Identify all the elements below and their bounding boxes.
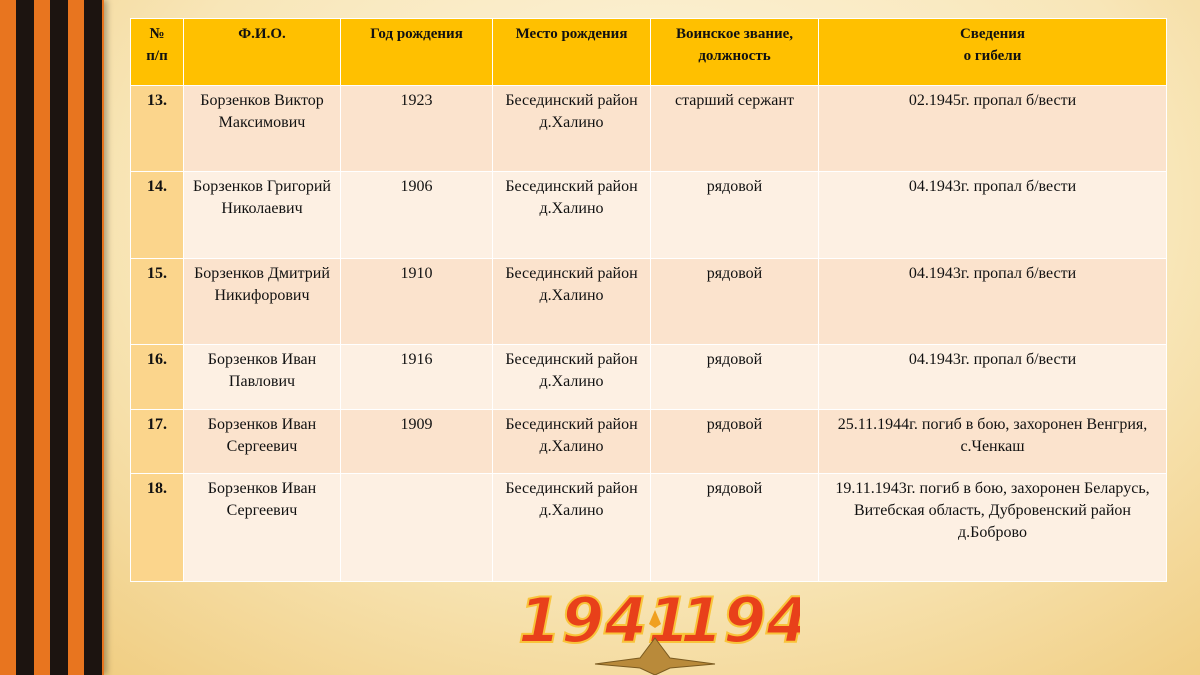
table-cell: 02.1945г. пропал б/вести: [818, 85, 1167, 172]
table-cell: Борзенков Григорий Николаевич: [183, 171, 341, 259]
table-cell: 1923: [340, 85, 493, 172]
table-row: 18. Борзенков Иван Сергеевич Бесединский р…: [130, 473, 1167, 582]
header-cell: Воинское звание, должность: [650, 18, 819, 86]
table-cell: 1906: [340, 171, 493, 259]
table-cell: 25.11.1944г. погиб в бою, захоронен Венг…: [818, 409, 1167, 474]
table-cell: Борзенков Виктор Максимович: [183, 85, 341, 172]
table-row: 15. Борзенков Дмитрий Никифорович 1910 Бесе…: [130, 258, 1167, 345]
table-cell: рядовой: [650, 258, 819, 345]
emblem: 1941 1945: [517, 583, 800, 675]
table-cell: рядовой: [650, 409, 819, 474]
table-cell: Бесединский район д.Халино: [492, 258, 651, 345]
table-row: 13. Борзенков Виктор Максимович 1923 Беседи…: [130, 85, 1167, 172]
table-cell: Бесединский район д.Халино: [492, 85, 651, 172]
header-cell: Место рождения: [492, 18, 651, 86]
end-year: 1945: [680, 584, 800, 657]
table-cell: 04.1943г. пропал б/вести: [818, 171, 1167, 259]
table-cell: старший сержант: [650, 85, 819, 172]
table-cell: рядовой: [650, 473, 819, 582]
table-cell: рядовой: [650, 344, 819, 410]
table-cell: Борзенков Иван Сергеевич: [183, 409, 341, 474]
table-cell: Борзенков Иван Павлович: [183, 344, 341, 410]
table-cell: Бесединский район д.Халино: [492, 473, 651, 582]
table-cell: 1910: [340, 258, 493, 345]
table-cell: 04.1943г. пропал б/вести: [818, 344, 1167, 410]
table-cell: 1909: [340, 409, 493, 474]
table-cell: Бесединский район д.Халино: [492, 344, 651, 410]
row-number: 14.: [130, 171, 184, 259]
header-cell: Ф.И.О.: [183, 18, 341, 86]
header-row: № п/п Ф.И.О. Год рождения Место рождения Вои…: [130, 18, 1167, 86]
row-number: 17.: [130, 409, 184, 474]
start-year: 1941: [518, 584, 691, 657]
table-cell: рядовой: [650, 171, 819, 259]
ribbon: [0, 0, 104, 675]
star: [594, 637, 716, 675]
table-cell: Борзенков Иван Сергеевич: [183, 473, 341, 582]
table-body: 13. Борзенков Виктор Максимович 1923 Беседи…: [130, 85, 1167, 582]
table-row: 14. Борзенков Григорий Николаевич 1906 Бесе…: [130, 171, 1167, 259]
header-cell: Сведения о гибели: [818, 18, 1167, 86]
table-row: 17. Борзенков Иван Сергеевич 1909 Бесединск…: [130, 409, 1167, 474]
row-number: 15.: [130, 258, 184, 345]
table: № п/п Ф.И.О. Год рождения Место рождения Вои…: [130, 18, 1167, 582]
header-cell: № п/п: [130, 18, 184, 86]
row-number: 13.: [130, 85, 184, 172]
table-cell: Бесединский район д.Халино: [492, 409, 651, 474]
table-cell: Бесединский район д.Халино: [492, 171, 651, 259]
header-cell: Год рождения: [340, 18, 493, 86]
table-cell: Борзенков Дмитрий Никифорович: [183, 258, 341, 345]
table-cell: 04.1943г. пропал б/вести: [818, 258, 1167, 345]
row-number: 16.: [130, 344, 184, 410]
table-cell: 1916: [340, 344, 493, 410]
table-row: 16. Борзенков Иван Павлович 1916 Беседински…: [130, 344, 1167, 410]
table-cell: [340, 473, 493, 582]
row-number: 18.: [130, 473, 184, 582]
table-cell: 19.11.1943г. погиб в бою, захоронен Бела…: [818, 473, 1167, 582]
flame: [649, 610, 661, 628]
